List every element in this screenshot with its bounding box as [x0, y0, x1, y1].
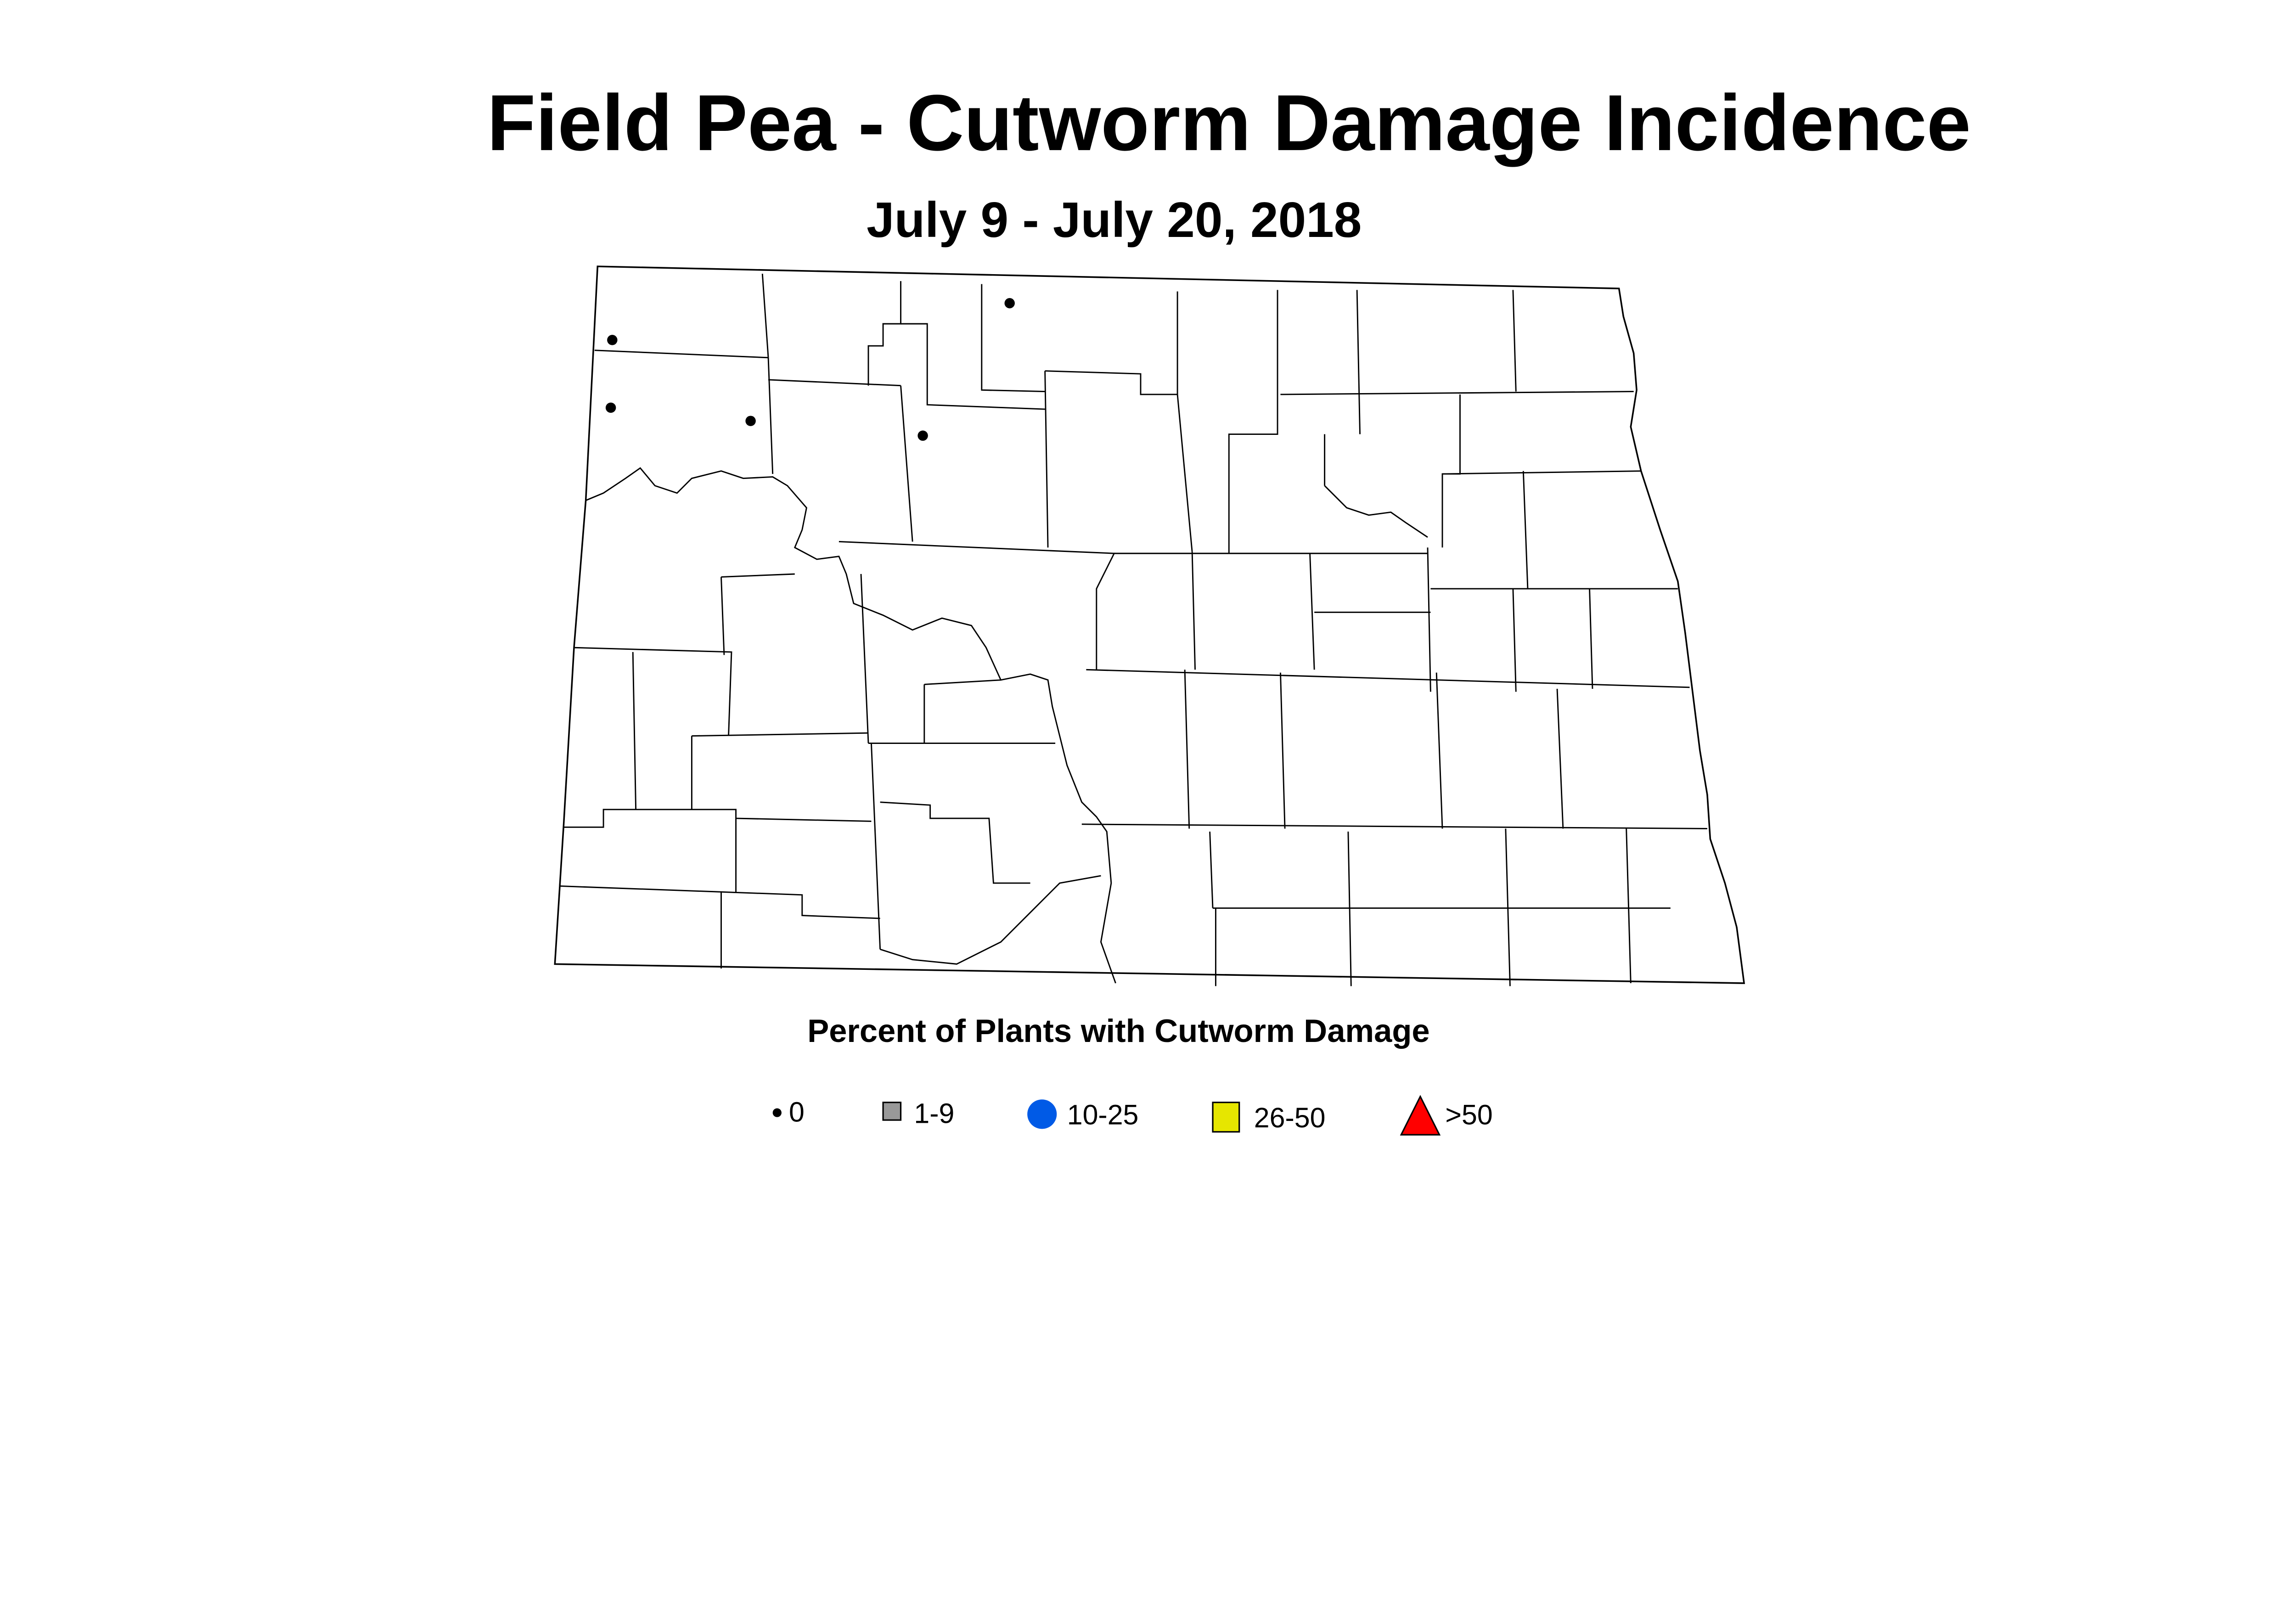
legend-label-10-25: 10-25 [1067, 1099, 1139, 1131]
observation-point-0 [607, 335, 618, 345]
county-boundary [563, 809, 737, 892]
county-boundary [1309, 553, 1315, 670]
north-dakota-map [554, 265, 1745, 986]
observation-point-0 [1004, 298, 1015, 309]
legend-label-gt50: >50 [1445, 1099, 1492, 1131]
county-boundary [900, 323, 1045, 410]
county-boundary [838, 541, 1115, 670]
county-boundary [1556, 688, 1564, 829]
county-boundary [761, 274, 769, 358]
legend-label-0: 0 [789, 1096, 805, 1127]
legend-symbol-dot [772, 1108, 782, 1117]
county-boundary [1045, 291, 1178, 395]
observation-point-0 [745, 416, 756, 426]
county-boundary [1280, 672, 1286, 829]
legend-title: Percent of Plants with Cutworm Damage [807, 1013, 1429, 1049]
river-south [880, 875, 1101, 965]
observation-point-0 [605, 402, 616, 413]
missouri-river [585, 467, 1116, 984]
county-boundary [721, 573, 795, 578]
county-boundary [720, 577, 725, 655]
county-boundary [1435, 672, 1443, 829]
legend-symbol-blue-circle [1027, 1099, 1057, 1129]
county-boundary [1505, 828, 1511, 986]
county-boundary [1086, 669, 1690, 688]
county-boundary [574, 647, 732, 736]
county-boundary [870, 743, 881, 950]
county-boundary [768, 379, 901, 387]
county-boundary [860, 574, 869, 743]
county-boundary [1176, 394, 1193, 552]
county-boundary [1522, 471, 1529, 589]
county-boundary [692, 732, 869, 737]
legend-symbol-yellow-square [1212, 1102, 1240, 1133]
county-boundary [736, 817, 872, 822]
county-boundary [1184, 670, 1190, 829]
river-northeast [1324, 485, 1428, 538]
county-boundary [1209, 831, 1214, 908]
county-boundary [1512, 589, 1517, 692]
county-lines [559, 274, 1707, 986]
legend: Percent of Plants with Cutworm Damage 0 … [772, 1013, 1493, 1136]
map-title: Field Pea - Cutworm Damage Incidence [487, 78, 1971, 167]
legend-symbol-gray-square [882, 1102, 902, 1121]
county-boundary [594, 349, 769, 359]
county-boundary [1589, 589, 1593, 689]
county-boundary [1442, 470, 1641, 475]
state-outline [554, 265, 1745, 984]
map-figure: Field Pea - Cutworm Damage Incidence Jul… [487, 78, 1971, 1136]
county-boundary [1081, 823, 1707, 829]
county-boundary [1044, 371, 1049, 548]
map-subtitle: July 9 - July 20, 2018 [867, 192, 1362, 248]
county-boundary [632, 652, 637, 810]
county-boundary [767, 357, 774, 474]
county-boundary [721, 891, 880, 919]
county-boundary [1626, 828, 1632, 984]
county-boundary [1356, 290, 1361, 434]
county-boundary [900, 385, 913, 542]
county-boundary [1427, 547, 1431, 692]
county-boundary [924, 679, 1001, 685]
observation-point-0 [917, 430, 928, 441]
legend-symbol-red-triangle [1400, 1095, 1441, 1136]
legend-label-1-9: 1-9 [914, 1098, 954, 1129]
county-boundary [981, 284, 1045, 393]
county-boundary [1512, 290, 1517, 392]
county-boundary [1280, 391, 1634, 395]
county-boundary [880, 801, 1030, 884]
county-boundary [867, 281, 901, 386]
county-boundary [1191, 552, 1196, 670]
county-boundary [1347, 831, 1352, 986]
observation-points [605, 298, 1015, 441]
legend-label-26-50: 26-50 [1254, 1102, 1326, 1133]
county-boundary [1228, 290, 1278, 554]
